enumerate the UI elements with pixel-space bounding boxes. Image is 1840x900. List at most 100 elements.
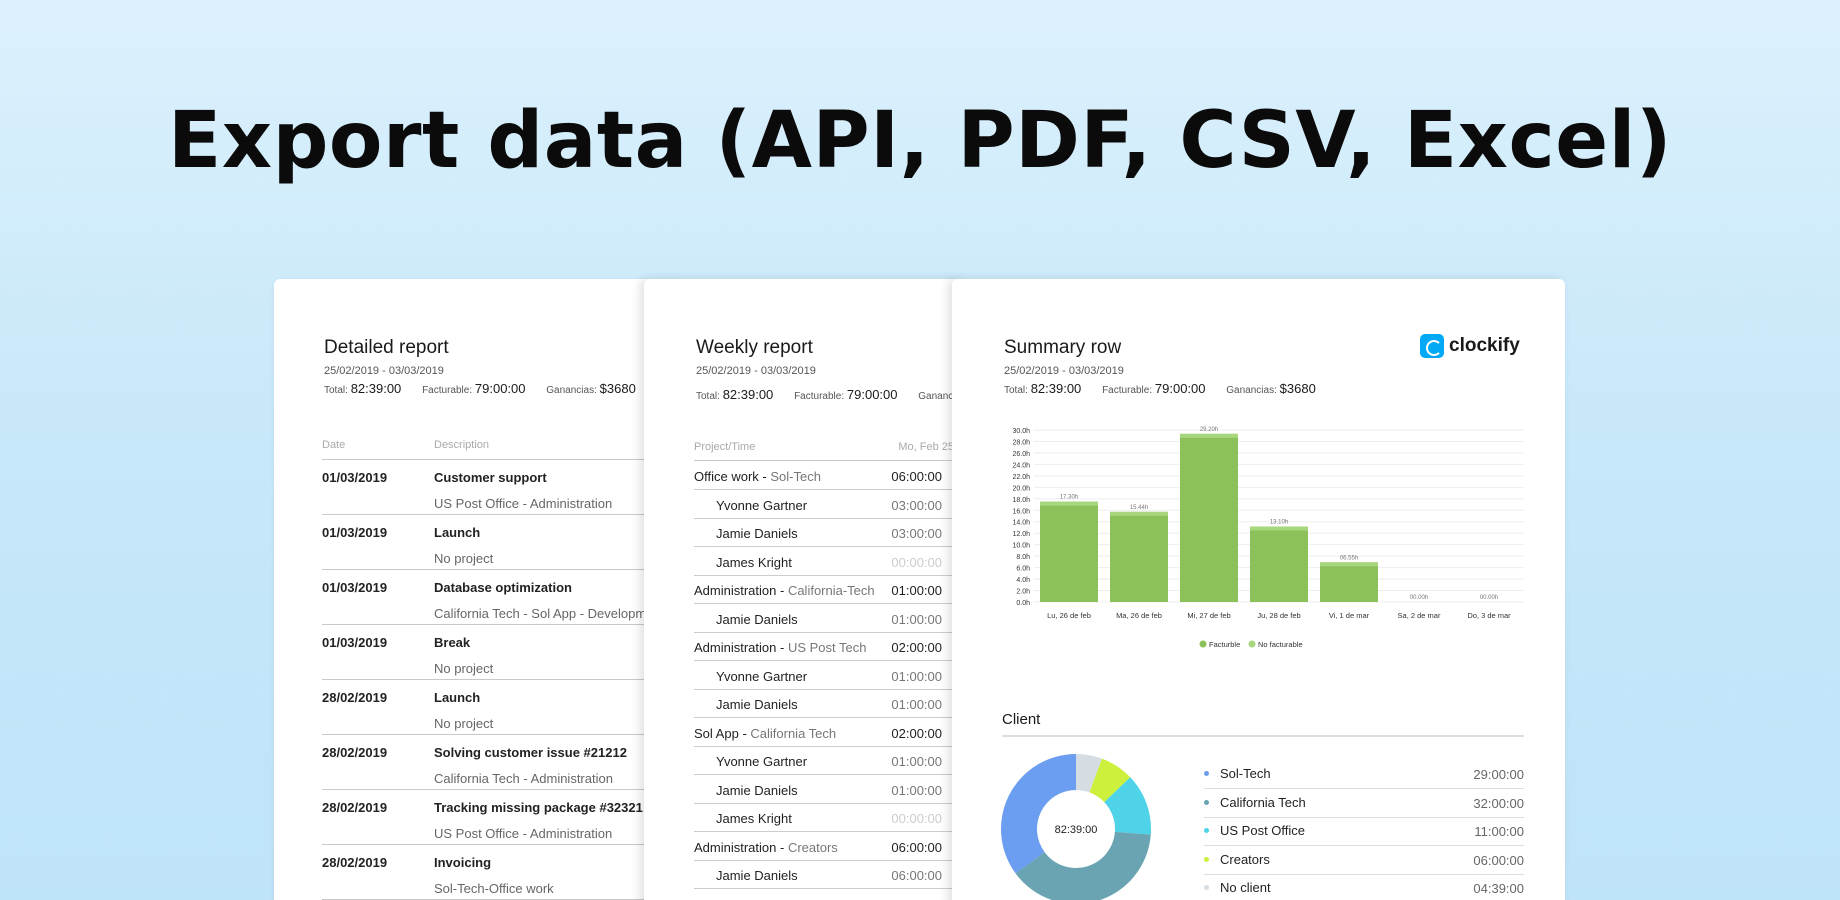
bar — [1320, 562, 1378, 602]
table-row[interactable]: 01/03/2019 Break No project — [322, 625, 684, 680]
row-time: 01:00:00 — [891, 583, 942, 598]
billable-label: Facturable: — [794, 391, 845, 402]
row-time: 06:00:00 — [891, 868, 942, 883]
legend-marker — [1199, 640, 1207, 648]
x-tick-label: Ma, 26 de feb — [1116, 611, 1162, 620]
legend-dot-icon — [1204, 799, 1209, 805]
project-or-member-name: Yvonne Gartner — [716, 754, 808, 769]
row-time: 02:00:00 — [891, 640, 942, 655]
client-legend-item: US Post Office 11:00:00 — [1204, 818, 1524, 846]
data-label: 29.20h — [1200, 427, 1218, 433]
member-row[interactable]: Jamie Daniels 06:00:00 — [694, 861, 954, 889]
entry-date: 28/02/2019 — [322, 800, 388, 815]
row-time: 03:00:00 — [891, 497, 942, 513]
row-name: Jamie Daniels — [716, 868, 798, 883]
earnings-label: Ganancias: — [546, 385, 597, 396]
project-or-member-name: Yvonne Gartner — [716, 497, 808, 513]
member-row[interactable]: Jamie Daniels 01:00:00 — [694, 776, 954, 804]
billable-value: 79:00:00 — [1154, 381, 1206, 396]
project-row[interactable]: Office work - Sol-Tech 06:00:00 — [694, 462, 954, 490]
client-name: Creators — [1220, 851, 1270, 867]
project-or-member-name: Jamie Daniels — [716, 868, 798, 883]
project-row[interactable]: Administration - Creators 06:00:00 — [694, 833, 954, 861]
table-row[interactable]: 28/02/2019 Invoicing Sol-Tech-Office work — [322, 845, 684, 900]
member-row[interactable]: Yvonne Gartner 01:00:00 — [694, 662, 954, 690]
project-or-member-name: Yvonne Gartner — [716, 668, 808, 684]
row-name: Administration - California-Tech — [694, 583, 875, 598]
client-legend-item: Sol-Tech 29:00:00 — [1204, 761, 1524, 789]
data-label: 00.00h — [1480, 595, 1498, 601]
bar — [1250, 526, 1308, 602]
member-row[interactable]: James Kright 00:00:00 — [694, 548, 954, 576]
page-headline: Export data (API, PDF, CSV, Excel) — [168, 96, 1672, 186]
y-tick-label: 10.0h — [1012, 543, 1030, 550]
project-or-member-name: Jamie Daniels — [716, 611, 798, 627]
legend-dot-icon — [1204, 771, 1209, 776]
earnings-label: Ganancias: — [1226, 385, 1277, 396]
project-row[interactable]: Administration - California-Tech 01:00:00 — [694, 576, 954, 604]
row-name: Jamie Daniels — [716, 526, 798, 541]
row-name: Jamie Daniels — [716, 783, 798, 798]
total-label: Total: — [324, 385, 348, 396]
project-or-member-name: Sol App — [694, 725, 739, 741]
project-row[interactable]: Sol App - California Tech 02:00:00 — [694, 719, 954, 747]
client-donut-chart: 82:39:00 — [1001, 754, 1151, 900]
client-name: US Post Office — [1220, 823, 1306, 838]
y-tick-label: 12.0h — [1012, 531, 1030, 538]
row-time: 00:00:00 — [891, 811, 942, 826]
table-row[interactable]: 01/03/2019 Database optimization Californi… — [322, 570, 684, 625]
table-row[interactable]: 01/03/2019 Customer support US Post Office… — [322, 460, 684, 515]
row-name: Administration - Creators — [694, 839, 838, 855]
legend-dot-icon — [1204, 856, 1209, 862]
row-time: 01:00:00 — [891, 697, 942, 712]
y-tick-label: 24.0h — [1012, 462, 1030, 469]
client-time: 11:00:00 — [1474, 824, 1524, 839]
client-name: Sol-Tech — [770, 469, 821, 484]
member-row[interactable]: Yvonne Gartner 03:00:00 — [694, 491, 954, 519]
table-row[interactable]: 28/02/2019 Launch No project — [322, 680, 684, 735]
y-tick-label: 22.0h — [1012, 474, 1030, 481]
row-time: 01:00:00 — [891, 611, 942, 627]
table-row[interactable]: 01/03/2019 Launch No project — [322, 515, 684, 570]
table-row[interactable]: 28/02/2019 Solving customer issue #21212 C… — [322, 735, 684, 790]
table-row[interactable]: 28/02/2019 Tracking missing package #3232… — [322, 790, 684, 845]
donut-slice — [1076, 754, 1102, 793]
project-or-member-name: Office work — [694, 469, 759, 484]
member-row[interactable]: James Kright 00:00:00 — [694, 804, 954, 832]
data-label: 13.10h — [1270, 519, 1288, 525]
client-name: No client — [1220, 880, 1271, 895]
earnings-value: $3680 — [1279, 381, 1316, 396]
member-row[interactable]: Jamie Daniels 01:00:00 — [694, 690, 954, 718]
column-header-description: Description — [434, 439, 490, 451]
project-or-member-name: Administration — [694, 583, 777, 598]
y-tick-label: 6.0h — [1016, 566, 1030, 573]
summary-report-card: Summary row clockify 25/02/2019 - 03/03/… — [952, 279, 1565, 900]
legend-label: Facturble — [1209, 640, 1240, 649]
x-tick-label: Lu, 26 de feb — [1047, 611, 1091, 620]
project-or-member-name: Jamie Daniels — [716, 526, 798, 541]
member-row[interactable]: Jamie Daniels 01:00:00 — [694, 605, 954, 633]
project-row[interactable]: Administration - US Post Tech 02:00:00 — [694, 633, 954, 661]
member-row[interactable]: Yvonne Gartner 01:00:00 — [694, 747, 954, 775]
member-row[interactable]: Jamie Daniels 03:00:00 — [694, 519, 954, 547]
row-time: 01:00:00 — [891, 782, 942, 798]
x-tick-label: Do, 3 de mar — [1467, 611, 1511, 620]
entry-project: No project — [434, 661, 494, 676]
client-name: California Tech — [1220, 794, 1306, 810]
earnings-label: Ganancias: — [918, 391, 964, 402]
x-tick-label: Vi, 1 de mar — [1329, 611, 1370, 620]
donut-slice — [1001, 754, 1076, 874]
client-legend-item: California Tech 32:00:00 — [1204, 790, 1524, 818]
billable-value: 79:00:00 — [474, 381, 526, 396]
row-name: Office work - Sol-Tech — [694, 469, 821, 484]
client-time: 29:00:00 — [1473, 767, 1524, 782]
client-name: US Post Tech — [787, 640, 867, 655]
entry-date: 01/03/2019 — [322, 635, 388, 650]
entry-description: Customer support — [434, 470, 547, 485]
client-legend-item: No client 04:39:00 — [1204, 875, 1524, 900]
row-time: 02:00:00 — [891, 725, 942, 741]
row-name: Administration - US Post Tech — [694, 640, 867, 655]
entry-project: US Post Office - Administration — [434, 496, 613, 511]
entry-description: Invoicing — [434, 855, 492, 870]
row-name: Jamie Daniels — [716, 697, 798, 712]
